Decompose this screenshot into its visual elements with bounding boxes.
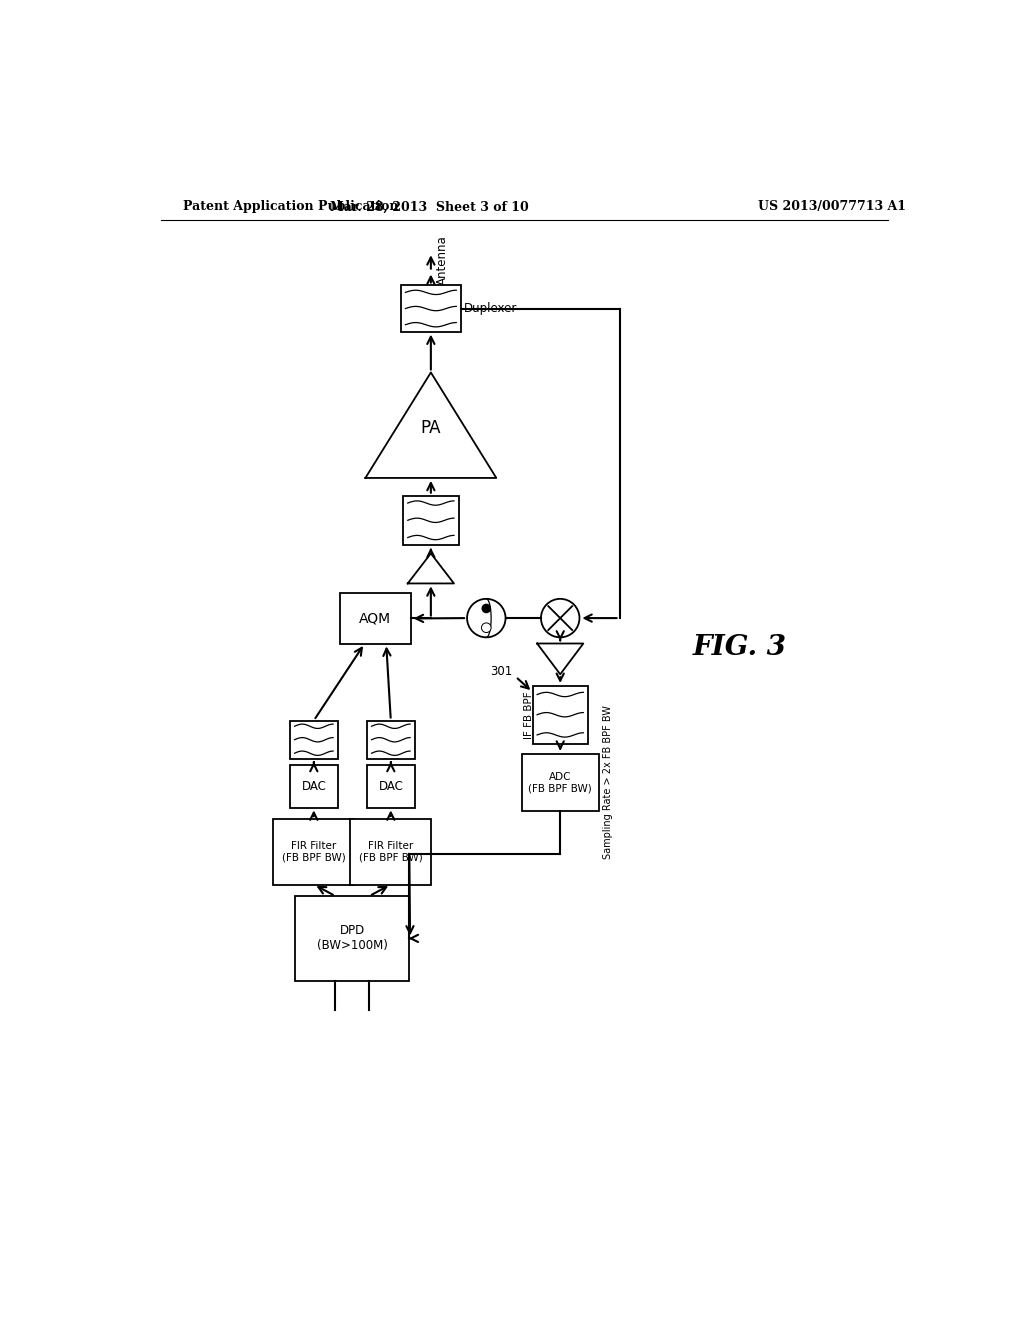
Bar	[350, 818, 431, 884]
Bar	[521, 754, 599, 812]
Text: Antenna: Antenna	[436, 235, 450, 285]
Bar	[367, 766, 415, 808]
Text: DAC: DAC	[379, 780, 403, 793]
Polygon shape	[366, 372, 497, 478]
Text: DPD
(BW>100M): DPD (BW>100M)	[316, 924, 388, 953]
Circle shape	[467, 599, 506, 638]
Text: PA: PA	[421, 418, 441, 437]
Bar	[273, 818, 354, 884]
Text: Sampling Rate > 2x FB BPF BW: Sampling Rate > 2x FB BPF BW	[603, 706, 613, 859]
Text: AQM: AQM	[359, 611, 391, 626]
Text: Mar. 28, 2013  Sheet 3 of 10: Mar. 28, 2013 Sheet 3 of 10	[330, 201, 528, 214]
Text: IF FB BPF: IF FB BPF	[523, 690, 534, 738]
Bar	[295, 896, 410, 981]
Text: FIR Filter
(FB BPF BW): FIR Filter (FB BPF BW)	[282, 841, 346, 862]
Bar	[367, 721, 415, 759]
Bar	[340, 594, 411, 644]
Bar	[290, 766, 338, 808]
Bar	[400, 285, 461, 331]
Text: Patent Application Publication: Patent Application Publication	[183, 201, 398, 214]
Text: DAC: DAC	[301, 780, 327, 793]
Bar	[403, 496, 459, 545]
Text: US 2013/0077713 A1: US 2013/0077713 A1	[758, 201, 906, 214]
Text: FIG. 3: FIG. 3	[692, 634, 786, 661]
Circle shape	[481, 603, 492, 614]
Text: 301: 301	[490, 665, 512, 678]
Polygon shape	[408, 553, 454, 583]
Polygon shape	[538, 644, 584, 675]
Text: ADC
(FB BPF BW): ADC (FB BPF BW)	[528, 772, 592, 793]
Bar	[290, 721, 338, 759]
Bar	[532, 686, 588, 743]
Circle shape	[481, 623, 492, 632]
Text: Duplexer: Duplexer	[464, 302, 517, 315]
Circle shape	[541, 599, 580, 638]
Text: FIR Filter
(FB BPF BW): FIR Filter (FB BPF BW)	[359, 841, 423, 862]
